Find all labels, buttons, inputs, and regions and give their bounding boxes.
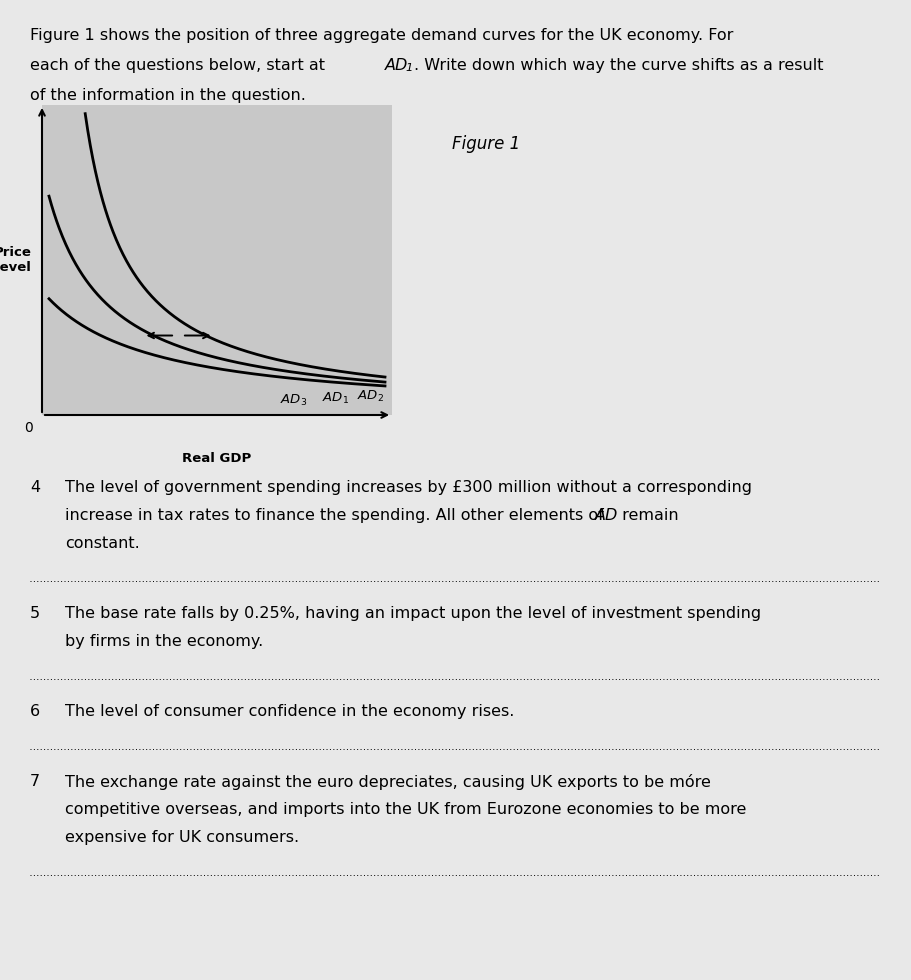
Text: 1: 1 — [405, 63, 413, 73]
Text: Figure 1: Figure 1 — [452, 135, 520, 153]
Text: The level of consumer confidence in the economy rises.: The level of consumer confidence in the … — [65, 704, 515, 719]
Text: by firms in the economy.: by firms in the economy. — [65, 634, 263, 649]
Text: 4: 4 — [30, 480, 40, 495]
Text: each of the questions below, start at: each of the questions below, start at — [30, 58, 330, 73]
Text: 6: 6 — [30, 704, 40, 719]
Text: AD: AD — [385, 58, 408, 73]
Text: . Write down which way the curve shifts as a result: . Write down which way the curve shifts … — [414, 58, 824, 73]
Text: AD$_3$: AD$_3$ — [280, 393, 307, 408]
Text: Figure 1 shows the position of three aggregate demand curves for the UK economy.: Figure 1 shows the position of three agg… — [30, 28, 733, 43]
Text: The level of government spending increases by £300 million without a correspondi: The level of government spending increas… — [65, 480, 752, 495]
Text: 5: 5 — [30, 606, 40, 621]
Text: expensive for UK consumers.: expensive for UK consumers. — [65, 830, 299, 845]
Text: of the information in the question.: of the information in the question. — [30, 88, 306, 103]
Text: AD$_2$: AD$_2$ — [357, 389, 384, 405]
Bar — [42, 105, 392, 415]
Text: AD$_1$: AD$_1$ — [322, 391, 349, 407]
Text: 7: 7 — [30, 774, 40, 789]
Text: increase in tax rates to finance the spending. All other elements of: increase in tax rates to finance the spe… — [65, 508, 609, 523]
Text: remain: remain — [617, 508, 679, 523]
Text: constant.: constant. — [65, 536, 139, 551]
Text: 0: 0 — [25, 421, 33, 435]
Text: Real GDP: Real GDP — [182, 452, 251, 466]
Text: The exchange rate against the euro depreciates, causing UK exports to be móre: The exchange rate against the euro depre… — [65, 774, 711, 790]
Text: AD: AD — [595, 508, 619, 523]
Text: The base rate falls by 0.25%, having an impact upon the level of investment spen: The base rate falls by 0.25%, having an … — [65, 606, 761, 621]
Text: competitive overseas, and imports into the UK from Eurozone economies to be more: competitive overseas, and imports into t… — [65, 802, 746, 817]
Text: Price
level: Price level — [0, 246, 32, 274]
